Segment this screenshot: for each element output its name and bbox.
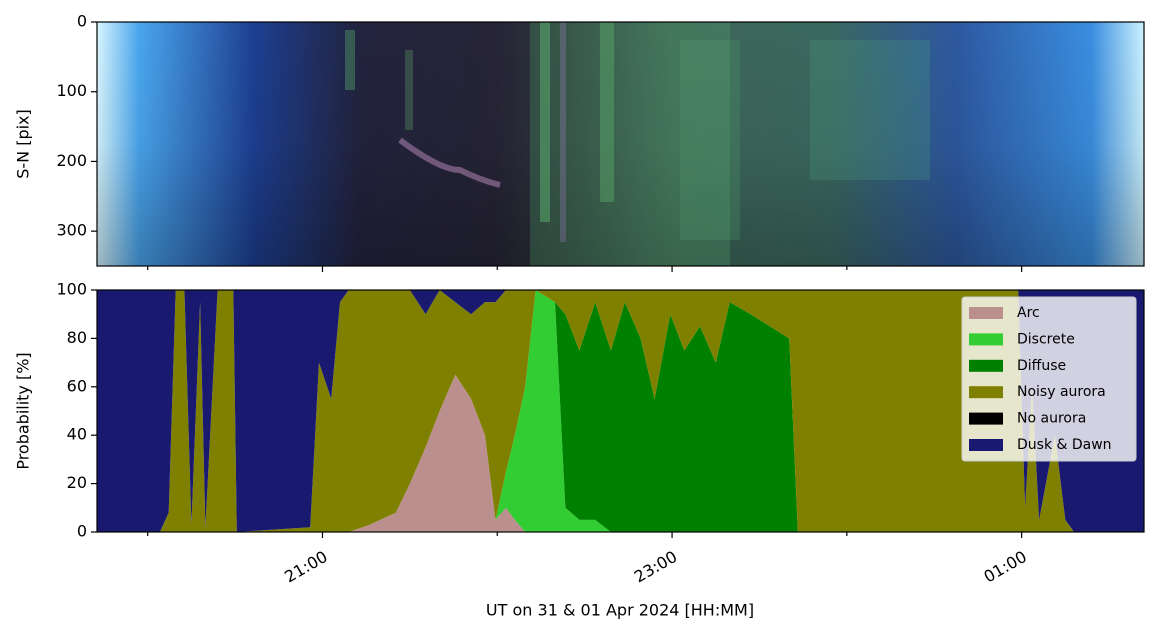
- x-tick-label: 23:00: [631, 547, 680, 587]
- y-tick-label: 200: [56, 151, 87, 170]
- legend-label: Noisy aurora: [1017, 384, 1106, 400]
- legend-label: Diffuse: [1017, 358, 1066, 374]
- legend-swatch: [969, 386, 1003, 399]
- legend-swatch: [969, 333, 1003, 346]
- legend-swatch: [969, 412, 1003, 425]
- y-tick-label: 20: [67, 473, 87, 492]
- x-tick-label: 01:00: [980, 547, 1029, 587]
- y-axis-label: S-N [pix]: [14, 109, 33, 179]
- legend: Arc Discrete Diffuse Noisy aurora No aurora D…: [961, 296, 1137, 462]
- axes-frame: [96, 21, 1145, 267]
- y-tick-label: 60: [67, 376, 87, 395]
- legend-swatch: [969, 307, 1003, 319]
- y-tick-label: 100: [56, 280, 87, 299]
- y-tick-label: 300: [56, 221, 87, 240]
- area: [97, 290, 1144, 532]
- legend-swatch: [969, 359, 1003, 372]
- y-axis-label: Probability [%]: [14, 352, 33, 469]
- y-tick-label: 0: [77, 12, 87, 31]
- y-tick-label: 80: [67, 328, 87, 347]
- axes-frame: [96, 289, 1145, 533]
- x-axis-label: UT on 31 & 01 Apr 2024 [HH:MM]: [486, 601, 754, 620]
- legend-label: Arc: [1017, 305, 1040, 321]
- legend-swatch: [969, 439, 1003, 451]
- area: [97, 290, 1144, 532]
- y-tick-label: 0: [77, 522, 87, 541]
- x-tick-label: 21:00: [281, 547, 330, 587]
- keogram-image: [97, 22, 1144, 266]
- legend-label: Dusk & Dawn: [1017, 437, 1112, 453]
- legend-label: Discrete: [1017, 331, 1075, 347]
- legend-label: No aurora: [1017, 411, 1086, 427]
- y-tick-label: 40: [67, 425, 87, 444]
- y-tick-label: 100: [56, 81, 87, 100]
